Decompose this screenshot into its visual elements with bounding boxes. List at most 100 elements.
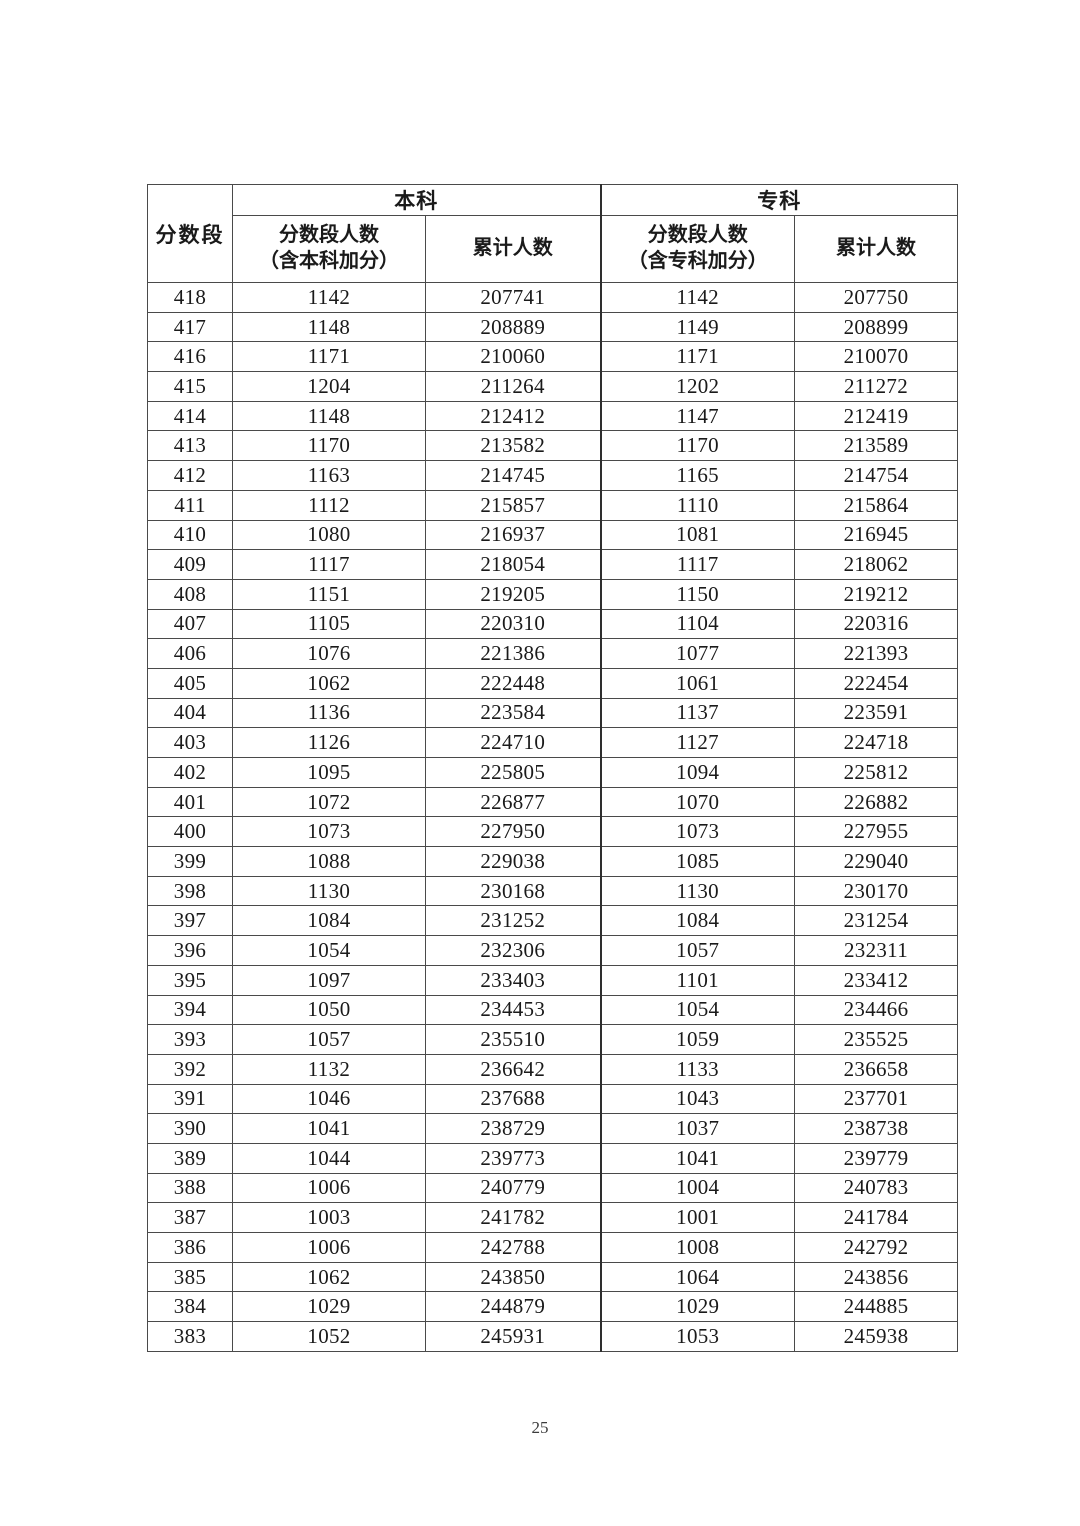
table-row: 407 1105 220310 1104 220316 (147, 608, 958, 640)
cell-vocational-cumulative: 238738 (794, 1113, 958, 1144)
cell-score: 395 (147, 964, 233, 996)
table-row: 410 1080 216937 1081 216945 (147, 519, 958, 551)
cell-vocational-segment: 1110 (599, 489, 795, 521)
header-row-groups: 分数段 本科 专科 (147, 184, 958, 283)
cell-undergraduate-segment: 1062 (232, 667, 426, 699)
cell-vocational-segment: 1142 (599, 282, 795, 313)
cell-vocational-cumulative: 227955 (794, 816, 958, 848)
cell-undergraduate-segment: 1142 (232, 282, 426, 313)
cell-undergraduate-segment: 1006 (232, 1232, 426, 1263)
header-line-2: （含专科加分） (627, 250, 768, 272)
cell-vocational-cumulative: 244885 (794, 1291, 958, 1323)
cell-undergraduate-cumulative: 237688 (425, 1083, 601, 1115)
cell-undergraduate-segment: 1170 (232, 430, 426, 462)
cell-vocational-cumulative: 225812 (794, 757, 958, 788)
cell-score: 407 (147, 608, 233, 640)
cell-undergraduate-cumulative: 216937 (425, 519, 601, 551)
cell-score: 415 (147, 371, 233, 402)
cell-score: 385 (147, 1261, 233, 1293)
cell-undergraduate-segment: 1072 (232, 786, 426, 818)
table-row: 386 1006 242788 1008 242792 (147, 1232, 958, 1263)
cell-score: 416 (147, 341, 233, 373)
cell-undergraduate-cumulative: 221386 (425, 638, 601, 669)
cell-undergraduate-cumulative: 232306 (425, 935, 601, 966)
cell-vocational-segment: 1070 (599, 786, 795, 818)
cell-undergraduate-segment: 1052 (232, 1321, 426, 1352)
header-score-range: 分数段 (147, 184, 233, 283)
cell-vocational-segment: 1137 (599, 697, 795, 729)
cell-vocational-cumulative: 245938 (794, 1321, 958, 1352)
cell-vocational-segment: 1084 (599, 905, 795, 937)
cell-score: 384 (147, 1291, 233, 1323)
cell-vocational-segment: 1041 (599, 1142, 795, 1174)
cell-undergraduate-segment: 1054 (232, 935, 426, 966)
header-vocational-segment-count: 分数段人数 （含专科加分） (599, 215, 795, 283)
cell-undergraduate-segment: 1126 (232, 727, 426, 758)
header-row-columns: 分数段人数 （含本科加分） 累计人数 分数段人数 （含专科加分） 累计人数 (148, 215, 958, 283)
cell-undergraduate-segment: 1041 (232, 1113, 426, 1144)
cell-vocational-segment: 1104 (599, 608, 795, 640)
cell-undergraduate-cumulative: 230168 (425, 875, 601, 907)
cell-vocational-cumulative: 224718 (794, 727, 958, 758)
cell-undergraduate-segment: 1062 (232, 1261, 426, 1293)
cell-vocational-segment: 1043 (599, 1083, 795, 1115)
cell-undergraduate-cumulative: 220310 (425, 608, 601, 640)
cell-vocational-cumulative: 219212 (794, 578, 958, 610)
cell-undergraduate-segment: 1057 (232, 1024, 426, 1055)
cell-score: 400 (147, 816, 233, 848)
cell-vocational-cumulative: 231254 (794, 905, 958, 937)
cell-vocational-segment: 1054 (599, 994, 795, 1026)
table-row: 388 1006 240779 1004 240783 (147, 1172, 958, 1204)
table-row: 403 1126 224710 1127 224718 (147, 727, 958, 758)
cell-undergraduate-segment: 1136 (232, 697, 426, 729)
cell-undergraduate-cumulative: 235510 (425, 1024, 601, 1055)
cell-undergraduate-segment: 1050 (232, 994, 426, 1026)
cell-undergraduate-segment: 1117 (232, 549, 426, 580)
table-row: 394 1050 234453 1054 234466 (147, 994, 958, 1026)
cell-vocational-segment: 1085 (599, 846, 795, 877)
cell-undergraduate-segment: 1095 (232, 757, 426, 788)
cell-vocational-segment: 1037 (599, 1113, 795, 1144)
cell-undergraduate-segment: 1044 (232, 1142, 426, 1174)
table-row: 393 1057 235510 1059 235525 (147, 1024, 958, 1055)
cell-undergraduate-cumulative: 224710 (425, 727, 601, 758)
cell-vocational-segment: 1073 (599, 816, 795, 848)
cell-vocational-cumulative: 213589 (794, 430, 958, 462)
table-row: 399 1088 229038 1085 229040 (147, 846, 958, 877)
cell-vocational-cumulative: 240783 (794, 1172, 958, 1204)
table-row: 400 1073 227950 1073 227955 (147, 816, 958, 848)
cell-vocational-cumulative: 242792 (794, 1232, 958, 1263)
cell-vocational-cumulative: 216945 (794, 519, 958, 551)
cell-vocational-cumulative: 212419 (794, 400, 958, 432)
cell-vocational-segment: 1081 (599, 519, 795, 551)
cell-undergraduate-segment: 1163 (232, 460, 426, 491)
cell-vocational-segment: 1057 (599, 935, 795, 966)
cell-undergraduate-cumulative: 245931 (425, 1321, 601, 1352)
cell-vocational-cumulative: 229040 (794, 846, 958, 877)
cell-undergraduate-segment: 1130 (232, 875, 426, 907)
cell-undergraduate-cumulative: 243850 (425, 1261, 601, 1293)
cell-undergraduate-segment: 1097 (232, 964, 426, 996)
table-row: 383 1052 245931 1053 245938 (147, 1321, 958, 1352)
cell-vocational-cumulative: 237701 (794, 1083, 958, 1115)
table-row: 406 1076 221386 1077 221393 (147, 638, 958, 669)
cell-score: 404 (147, 697, 233, 729)
header-line-1: 累计人数 (836, 237, 916, 260)
cell-undergraduate-segment: 1046 (232, 1083, 426, 1115)
cell-vocational-segment: 1077 (599, 638, 795, 669)
cell-vocational-segment: 1150 (599, 578, 795, 610)
table-row: 409 1117 218054 1117 218062 (147, 549, 958, 580)
header-vocational-cumulative-count: 累计人数 (794, 215, 958, 283)
cell-vocational-segment: 1064 (599, 1261, 795, 1293)
table-header: 分数段 本科 专科 分数段人数 （含本科加分） 累计人数 分数段人数 （含专科加… (147, 184, 958, 283)
cell-undergraduate-cumulative: 218054 (425, 549, 601, 580)
cell-vocational-segment: 1008 (599, 1232, 795, 1263)
table-body: 418 1142 207741 1142 207750 417 1148 208889 1149… (147, 282, 958, 1352)
cell-undergraduate-segment: 1088 (232, 846, 426, 877)
cell-vocational-cumulative: 230170 (794, 875, 958, 907)
cell-undergraduate-segment: 1204 (232, 371, 426, 402)
cell-vocational-cumulative: 233412 (794, 964, 958, 996)
cell-score: 405 (147, 667, 233, 699)
header-undergraduate-cumulative-count: 累计人数 (425, 215, 601, 283)
